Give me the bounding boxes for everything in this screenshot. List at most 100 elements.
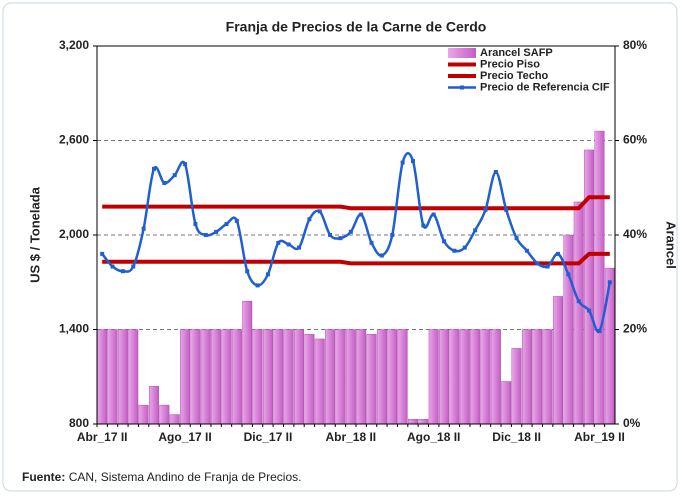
bar <box>428 329 439 425</box>
marker <box>265 272 270 277</box>
marker <box>545 264 550 269</box>
marker <box>162 181 167 186</box>
bar <box>573 201 584 425</box>
bar <box>449 329 460 425</box>
marker <box>359 212 364 217</box>
marker <box>442 239 447 244</box>
bar <box>252 329 263 425</box>
bar <box>325 329 336 425</box>
marker <box>183 162 188 167</box>
bar <box>107 329 118 425</box>
marker <box>328 233 333 237</box>
bar <box>511 348 522 425</box>
bar <box>231 329 242 425</box>
source: Fuente: CAN, Sistema Andino de Franja de… <box>22 470 301 484</box>
bar <box>521 329 532 425</box>
marker <box>317 209 322 214</box>
marker <box>452 248 457 253</box>
marker <box>524 248 529 253</box>
bar <box>159 404 170 425</box>
bar <box>418 419 429 425</box>
bar <box>304 334 315 425</box>
bar <box>335 329 346 425</box>
bar <box>97 329 108 425</box>
bar <box>283 329 294 425</box>
marker <box>607 280 612 285</box>
x-tick-label: Ago_18 II <box>407 430 460 444</box>
x-tick-label: Dic_17 II <box>244 430 293 444</box>
x-tick-label: Ago_17 II <box>158 430 211 444</box>
line <box>102 251 610 266</box>
bar <box>190 329 201 425</box>
marker <box>514 236 519 241</box>
marker <box>141 226 146 231</box>
marker <box>286 242 291 247</box>
y2-tick-label: 0% <box>623 416 641 430</box>
y-axis-title: US $ / Tonelada <box>27 186 42 283</box>
bar <box>408 419 418 425</box>
bar <box>242 300 253 425</box>
y2-tick-label: 40% <box>623 227 647 241</box>
marker <box>587 308 592 313</box>
bar <box>542 329 553 425</box>
legend-label: Arancel SAFP <box>480 47 553 59</box>
marker <box>462 245 467 250</box>
marker <box>493 170 498 174</box>
y2-tick-label: 60% <box>623 133 647 147</box>
bar <box>200 329 211 425</box>
marker <box>348 229 353 234</box>
bar <box>180 329 191 425</box>
legend-swatch <box>448 48 476 58</box>
x-tick-label: Dic_18 II <box>492 430 541 444</box>
marker <box>255 283 260 288</box>
marker <box>483 207 488 212</box>
bar <box>490 329 501 425</box>
marker <box>203 233 208 237</box>
line <box>102 195 610 211</box>
bar <box>221 329 232 425</box>
marker <box>369 240 374 245</box>
bar <box>459 329 470 425</box>
source-label: Fuente: <box>22 470 65 484</box>
x-tick-label: Abr_18 II <box>325 430 376 444</box>
y2-tick-label: 20% <box>623 322 647 336</box>
marker <box>151 166 156 171</box>
marker <box>473 228 478 233</box>
bar <box>169 414 180 425</box>
marker <box>245 269 250 274</box>
marker <box>504 207 509 212</box>
bar <box>211 329 222 425</box>
marker <box>556 251 561 256</box>
y-tick-label: 2,600 <box>59 133 89 147</box>
bar <box>128 329 139 425</box>
marker <box>110 264 115 269</box>
marker <box>421 223 426 228</box>
frame <box>2 2 678 492</box>
bar <box>356 329 367 425</box>
marker <box>390 233 395 237</box>
marker <box>566 272 571 277</box>
y2-axis-title: Arancel <box>664 221 679 269</box>
bar <box>262 329 273 425</box>
marker <box>276 240 281 245</box>
y-tick-label: 3,200 <box>59 38 89 52</box>
marker <box>214 229 219 234</box>
bar <box>470 329 481 425</box>
marker <box>410 158 415 163</box>
legend-label: Precio Techo <box>480 70 549 82</box>
marker <box>100 251 105 256</box>
bar <box>594 130 605 425</box>
marker <box>338 236 343 241</box>
y-tick-label: 2,000 <box>59 227 89 241</box>
bar <box>149 386 159 425</box>
y2-tick-label: 80% <box>623 38 647 52</box>
bar <box>387 329 398 425</box>
bar <box>397 329 408 425</box>
y-tick-label: 1,400 <box>59 322 89 336</box>
bar <box>501 381 512 425</box>
marker <box>224 221 229 226</box>
bar <box>532 329 543 425</box>
marker <box>297 245 302 250</box>
marker <box>400 160 405 165</box>
